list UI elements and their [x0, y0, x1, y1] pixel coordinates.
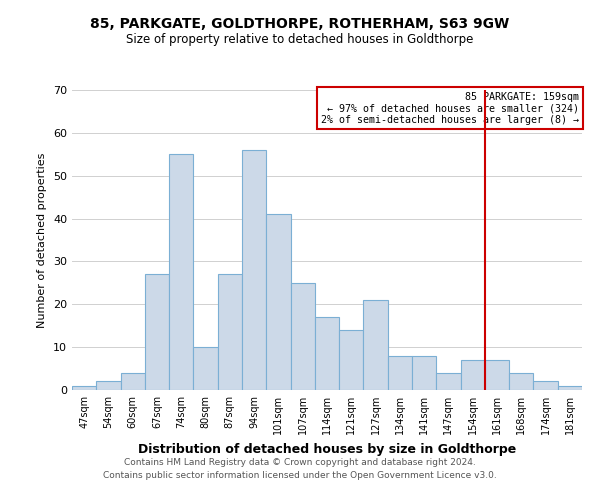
Bar	[364, 300, 388, 390]
Bar	[96, 382, 121, 390]
Bar	[290, 283, 315, 390]
Bar	[509, 373, 533, 390]
Bar	[218, 274, 242, 390]
Text: Size of property relative to detached houses in Goldthorpe: Size of property relative to detached ho…	[127, 32, 473, 46]
Bar	[121, 373, 145, 390]
Bar	[388, 356, 412, 390]
Bar	[436, 373, 461, 390]
Bar	[242, 150, 266, 390]
Bar	[315, 317, 339, 390]
Bar	[558, 386, 582, 390]
Bar	[412, 356, 436, 390]
Bar	[266, 214, 290, 390]
Bar	[193, 347, 218, 390]
Bar	[485, 360, 509, 390]
Y-axis label: Number of detached properties: Number of detached properties	[37, 152, 47, 328]
Text: 85, PARKGATE, GOLDTHORPE, ROTHERHAM, S63 9GW: 85, PARKGATE, GOLDTHORPE, ROTHERHAM, S63…	[91, 18, 509, 32]
Text: Contains HM Land Registry data © Crown copyright and database right 2024.
Contai: Contains HM Land Registry data © Crown c…	[103, 458, 497, 480]
Bar	[533, 382, 558, 390]
Bar	[169, 154, 193, 390]
Bar	[339, 330, 364, 390]
Bar	[461, 360, 485, 390]
Bar	[145, 274, 169, 390]
Bar	[72, 386, 96, 390]
X-axis label: Distribution of detached houses by size in Goldthorpe: Distribution of detached houses by size …	[138, 442, 516, 456]
Text: 85 PARKGATE: 159sqm
← 97% of detached houses are smaller (324)
2% of semi-detach: 85 PARKGATE: 159sqm ← 97% of detached ho…	[322, 92, 580, 124]
